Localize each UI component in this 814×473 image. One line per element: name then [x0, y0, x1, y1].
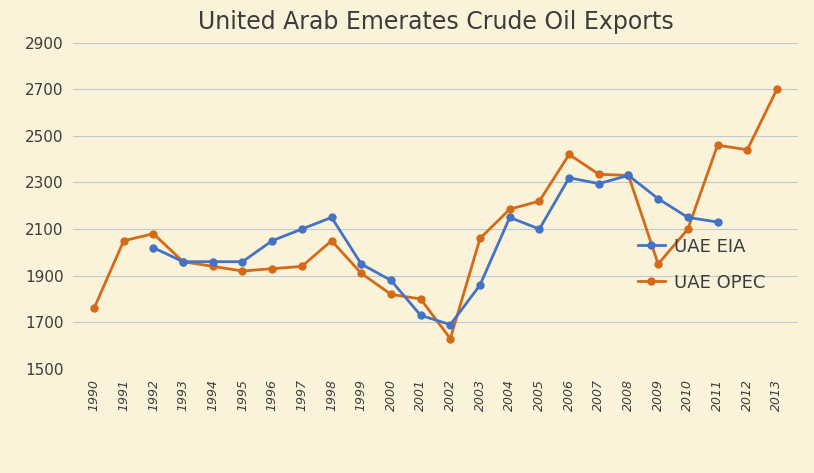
Line: UAE OPEC: UAE OPEC [90, 86, 781, 342]
UAE EIA [624, 173, 633, 178]
UAE EIA [416, 313, 426, 318]
UAE OPEC [624, 173, 633, 178]
UAE EIA [475, 282, 485, 288]
UAE EIA [445, 322, 455, 327]
UAE OPEC [535, 198, 545, 204]
UAE OPEC [654, 261, 663, 267]
UAE EIA [297, 226, 307, 232]
UAE EIA [683, 215, 693, 220]
UAE OPEC [90, 306, 99, 311]
UAE OPEC [683, 226, 693, 232]
UAE EIA [326, 215, 336, 220]
UAE EIA [208, 259, 217, 264]
UAE OPEC [772, 87, 781, 92]
Legend: UAE EIA, UAE OPEC: UAE EIA, UAE OPEC [628, 228, 774, 301]
UAE OPEC [475, 236, 485, 241]
UAE OPEC [386, 291, 396, 297]
UAE EIA [535, 226, 545, 232]
UAE OPEC [742, 147, 752, 153]
UAE OPEC [208, 263, 217, 269]
UAE EIA [178, 259, 188, 264]
UAE OPEC [505, 206, 514, 212]
UAE EIA [564, 175, 574, 181]
UAE EIA [267, 238, 277, 244]
UAE EIA [238, 259, 247, 264]
UAE OPEC [178, 259, 188, 264]
UAE OPEC [416, 296, 426, 302]
UAE EIA [357, 261, 366, 267]
UAE OPEC [445, 336, 455, 342]
UAE EIA [713, 219, 723, 225]
Title: United Arab Emerates Crude Oil Exports: United Arab Emerates Crude Oil Exports [198, 9, 673, 34]
UAE EIA [505, 215, 514, 220]
UAE OPEC [119, 238, 129, 244]
UAE OPEC [267, 266, 277, 272]
UAE EIA [594, 181, 604, 186]
UAE OPEC [564, 152, 574, 158]
UAE OPEC [713, 142, 723, 148]
UAE OPEC [594, 171, 604, 177]
Line: UAE EIA: UAE EIA [150, 172, 721, 328]
UAE OPEC [326, 238, 336, 244]
UAE OPEC [297, 263, 307, 269]
UAE EIA [654, 196, 663, 201]
UAE EIA [148, 245, 158, 251]
UAE OPEC [238, 268, 247, 274]
UAE OPEC [357, 271, 366, 276]
UAE OPEC [148, 231, 158, 236]
UAE EIA [386, 278, 396, 283]
